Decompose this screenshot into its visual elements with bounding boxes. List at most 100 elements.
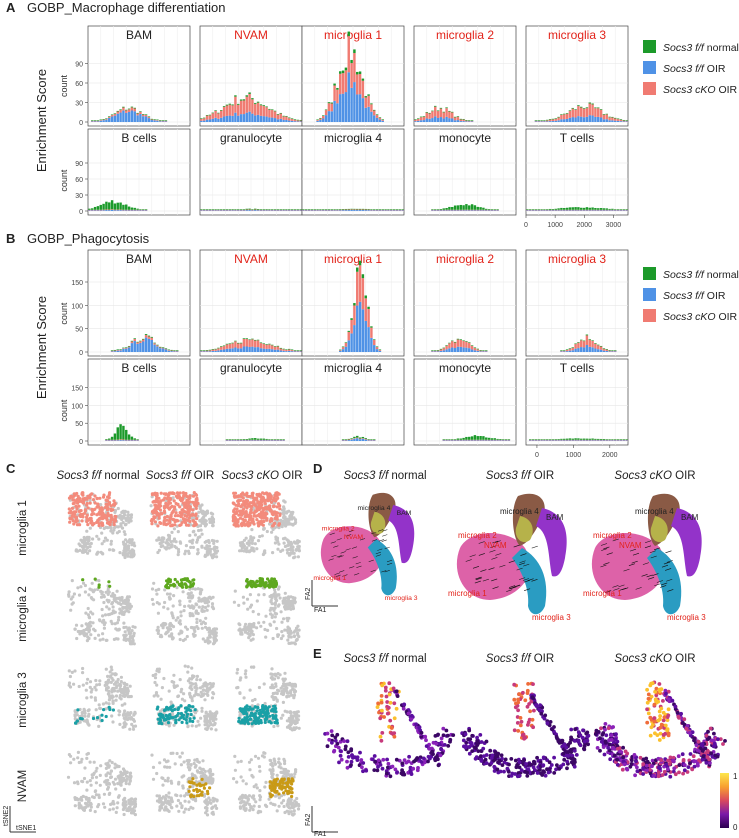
- cell-point: [173, 514, 177, 518]
- histogram-bar: [384, 210, 387, 211]
- legend-swatch: [643, 61, 656, 74]
- histogram-bar: [296, 209, 299, 211]
- histogram-bar: [102, 120, 105, 122]
- cell-point: [208, 517, 212, 522]
- histogram-bar: [336, 103, 339, 122]
- histogram-bar: [110, 115, 114, 117]
- cell-point: [183, 637, 187, 641]
- cell-point: [79, 585, 83, 589]
- histogram-bar: [324, 210, 328, 211]
- histogram-bar: [546, 439, 549, 441]
- cell-point: [283, 709, 287, 713]
- histogram-bar: [245, 209, 248, 211]
- cell-point: [180, 496, 184, 500]
- cell-point: [188, 719, 192, 723]
- histogram-bar: [465, 347, 468, 352]
- cell-point: [291, 606, 295, 610]
- cell-point: [123, 605, 127, 610]
- cell-point: [281, 684, 285, 688]
- histogram-bar: [136, 113, 139, 116]
- histogram-bar: [282, 115, 285, 117]
- histogram-bar: [293, 350, 297, 351]
- histogram-bar: [540, 209, 543, 210]
- histogram-bar: [473, 439, 477, 441]
- histogram-bar: [119, 349, 122, 351]
- cell-point: [188, 587, 192, 591]
- histogram-bar: [557, 116, 560, 118]
- histogram-bar: [273, 111, 277, 119]
- cell-point: [257, 685, 261, 690]
- histogram-bar: [319, 117, 322, 119]
- histogram-bar: [537, 210, 540, 211]
- y-tick-label: 0: [79, 120, 83, 127]
- histogram-bar: [373, 109, 376, 111]
- histogram-bar: [529, 209, 532, 211]
- histogram-bar: [468, 342, 471, 349]
- cell-point: [90, 588, 94, 592]
- histogram-bar: [470, 121, 474, 122]
- histogram-bar: [401, 209, 404, 210]
- cell-point: [85, 681, 89, 685]
- cell-point: [67, 590, 71, 594]
- histogram-bar: [361, 274, 365, 279]
- histogram-bar: [282, 349, 285, 351]
- histogram-bar: [93, 120, 97, 122]
- histogram-bar: [602, 438, 606, 440]
- histogram-bar: [591, 438, 594, 440]
- cell-point: [127, 539, 131, 543]
- cell-point: [245, 494, 249, 498]
- legend-swatch: [643, 267, 656, 280]
- histogram-bar: [248, 346, 251, 352]
- histogram-bar: [551, 118, 555, 120]
- cell-point: [201, 688, 205, 692]
- cell-point: [266, 498, 270, 502]
- legend-label: Socs3 f/f normal: [663, 269, 739, 281]
- histogram-bar: [445, 345, 448, 346]
- histogram-bar: [487, 209, 491, 210]
- histogram-bar: [153, 119, 156, 121]
- histogram-bar: [540, 439, 543, 440]
- cell-point: [100, 592, 104, 596]
- histogram-bar: [543, 210, 546, 211]
- cell-point: [272, 522, 276, 526]
- cell-point: [118, 683, 122, 687]
- cell-point: [178, 510, 182, 515]
- cell-point: [81, 578, 85, 582]
- histogram-bar: [462, 121, 465, 122]
- histogram-bar: [125, 440, 128, 441]
- histogram-bar: [322, 115, 325, 116]
- histogram-bar: [582, 209, 586, 211]
- histogram-bar: [614, 209, 617, 210]
- histogram-bar: [470, 436, 474, 440]
- cell-point: [84, 549, 88, 554]
- cell-point: [169, 700, 173, 704]
- facet-BAM: BAM: [87, 249, 191, 357]
- cell-point: [189, 625, 193, 630]
- cell-point: [112, 499, 116, 503]
- histogram-bar: [577, 105, 580, 107]
- cell-point: [210, 602, 215, 606]
- cell-point: [93, 636, 97, 641]
- histogram-bar: [395, 209, 399, 210]
- histogram-bar: [571, 439, 574, 441]
- cell-point: [113, 526, 117, 530]
- cell-point: [242, 521, 246, 525]
- cell-point: [130, 722, 134, 727]
- histogram-bar: [496, 439, 499, 441]
- histogram-bar: [560, 114, 563, 115]
- histogram-bar: [591, 209, 594, 211]
- histogram-bar: [356, 438, 359, 441]
- cell-point: [203, 605, 208, 610]
- cell-point: [177, 550, 181, 554]
- cell-point: [87, 723, 91, 727]
- histogram-bar: [390, 209, 393, 211]
- facet-B-cells: B cells: [87, 128, 191, 216]
- histogram-bar: [133, 438, 136, 440]
- histogram-bar: [439, 108, 443, 118]
- histogram-bar: [144, 334, 148, 338]
- histogram-bar: [341, 210, 345, 211]
- histogram-bar: [214, 117, 217, 122]
- cell-point: [110, 601, 115, 605]
- histogram-bar: [370, 439, 373, 440]
- histogram-bar: [127, 347, 131, 352]
